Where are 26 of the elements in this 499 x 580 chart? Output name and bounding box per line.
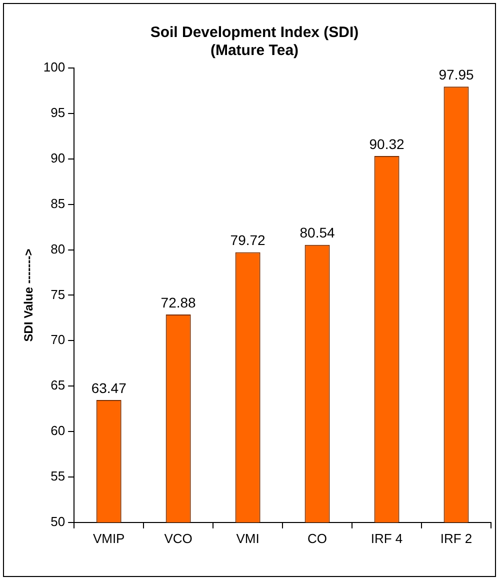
text: Soil Development Index (SDI) [150, 24, 359, 42]
text: (Mature Tea) [210, 42, 299, 60]
x-tick-label: VCO [164, 530, 192, 546]
x-tick-label: IRF 4 [370, 530, 403, 546]
y-tick-label: 70 [50, 332, 66, 348]
x-tick-label: CO [308, 530, 328, 546]
y-tick-label: 75 [50, 286, 66, 302]
x-tick-label: VMIP [92, 530, 125, 546]
data-label: 97.95 [438, 66, 474, 82]
y-tick-label: 85 [50, 196, 66, 211]
y-tick-label: 65 [50, 378, 66, 393]
y-tick-label: 60 [50, 423, 66, 438]
y-tick-label: 50 [50, 514, 66, 529]
y-tick-label: 90 [50, 150, 66, 166]
data-label: 79.72 [230, 232, 266, 248]
y-tick-label: 100 [43, 60, 66, 75]
data-label: 80.54 [300, 224, 336, 241]
y-tick-label: 80 [50, 241, 66, 256]
y-tick-label: 55 [50, 468, 66, 484]
y-tick-label: 95 [50, 105, 66, 120]
x-tick-label: IRF 2 [440, 530, 472, 546]
y-axis-title: SDI Value -------> [22, 248, 36, 342]
x-tick-label: VMI [236, 530, 260, 546]
data-label: 63.47 [91, 380, 127, 396]
data-label: 90.32 [369, 136, 404, 152]
data-label: 72.88 [160, 294, 196, 310]
